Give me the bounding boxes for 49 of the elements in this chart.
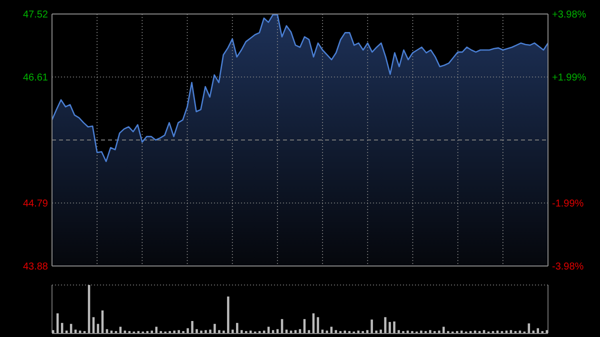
bar (204, 330, 207, 333)
y2-tick-label: -3.98% (552, 262, 584, 272)
bar (186, 328, 189, 333)
bar (214, 324, 216, 333)
y-tick-label: 47.52 (22, 10, 48, 20)
bar (276, 329, 279, 333)
bar (482, 330, 486, 333)
bar (393, 321, 396, 333)
bar (236, 322, 238, 333)
bar (370, 320, 373, 333)
bar (74, 330, 77, 333)
bar (209, 330, 212, 333)
bar (388, 322, 391, 333)
bar (298, 329, 302, 333)
y-tick-label: 43.88 (22, 262, 48, 272)
y2-tick-label: +3.98% (552, 10, 586, 20)
bar (218, 330, 220, 333)
bar (380, 330, 382, 333)
bar (240, 330, 243, 333)
bar (106, 329, 108, 333)
bar (232, 330, 234, 333)
bar (398, 330, 400, 333)
bar (155, 326, 158, 333)
bar (272, 330, 274, 333)
bar (308, 330, 310, 333)
bar (384, 317, 386, 333)
bar (92, 317, 95, 333)
bar (536, 328, 540, 333)
bar (334, 330, 338, 333)
bar (196, 329, 198, 333)
bar (294, 330, 297, 333)
bar (191, 321, 194, 333)
bar (316, 317, 320, 333)
y2-tick-label: +1.99% (552, 72, 586, 84)
bar (178, 330, 180, 333)
bar (303, 319, 306, 333)
bar (280, 319, 284, 333)
bar (429, 330, 432, 333)
bar (227, 296, 230, 333)
bar (52, 330, 54, 333)
bar (510, 330, 512, 333)
bar (285, 330, 288, 333)
y-tick-label: 44.79 (22, 198, 48, 210)
y2-tick-label: -1.99% (552, 198, 584, 210)
bar (442, 326, 445, 333)
bar (321, 330, 324, 333)
y-tick-label: 46.61 (22, 72, 48, 84)
bar (546, 330, 548, 333)
bar (366, 330, 368, 333)
